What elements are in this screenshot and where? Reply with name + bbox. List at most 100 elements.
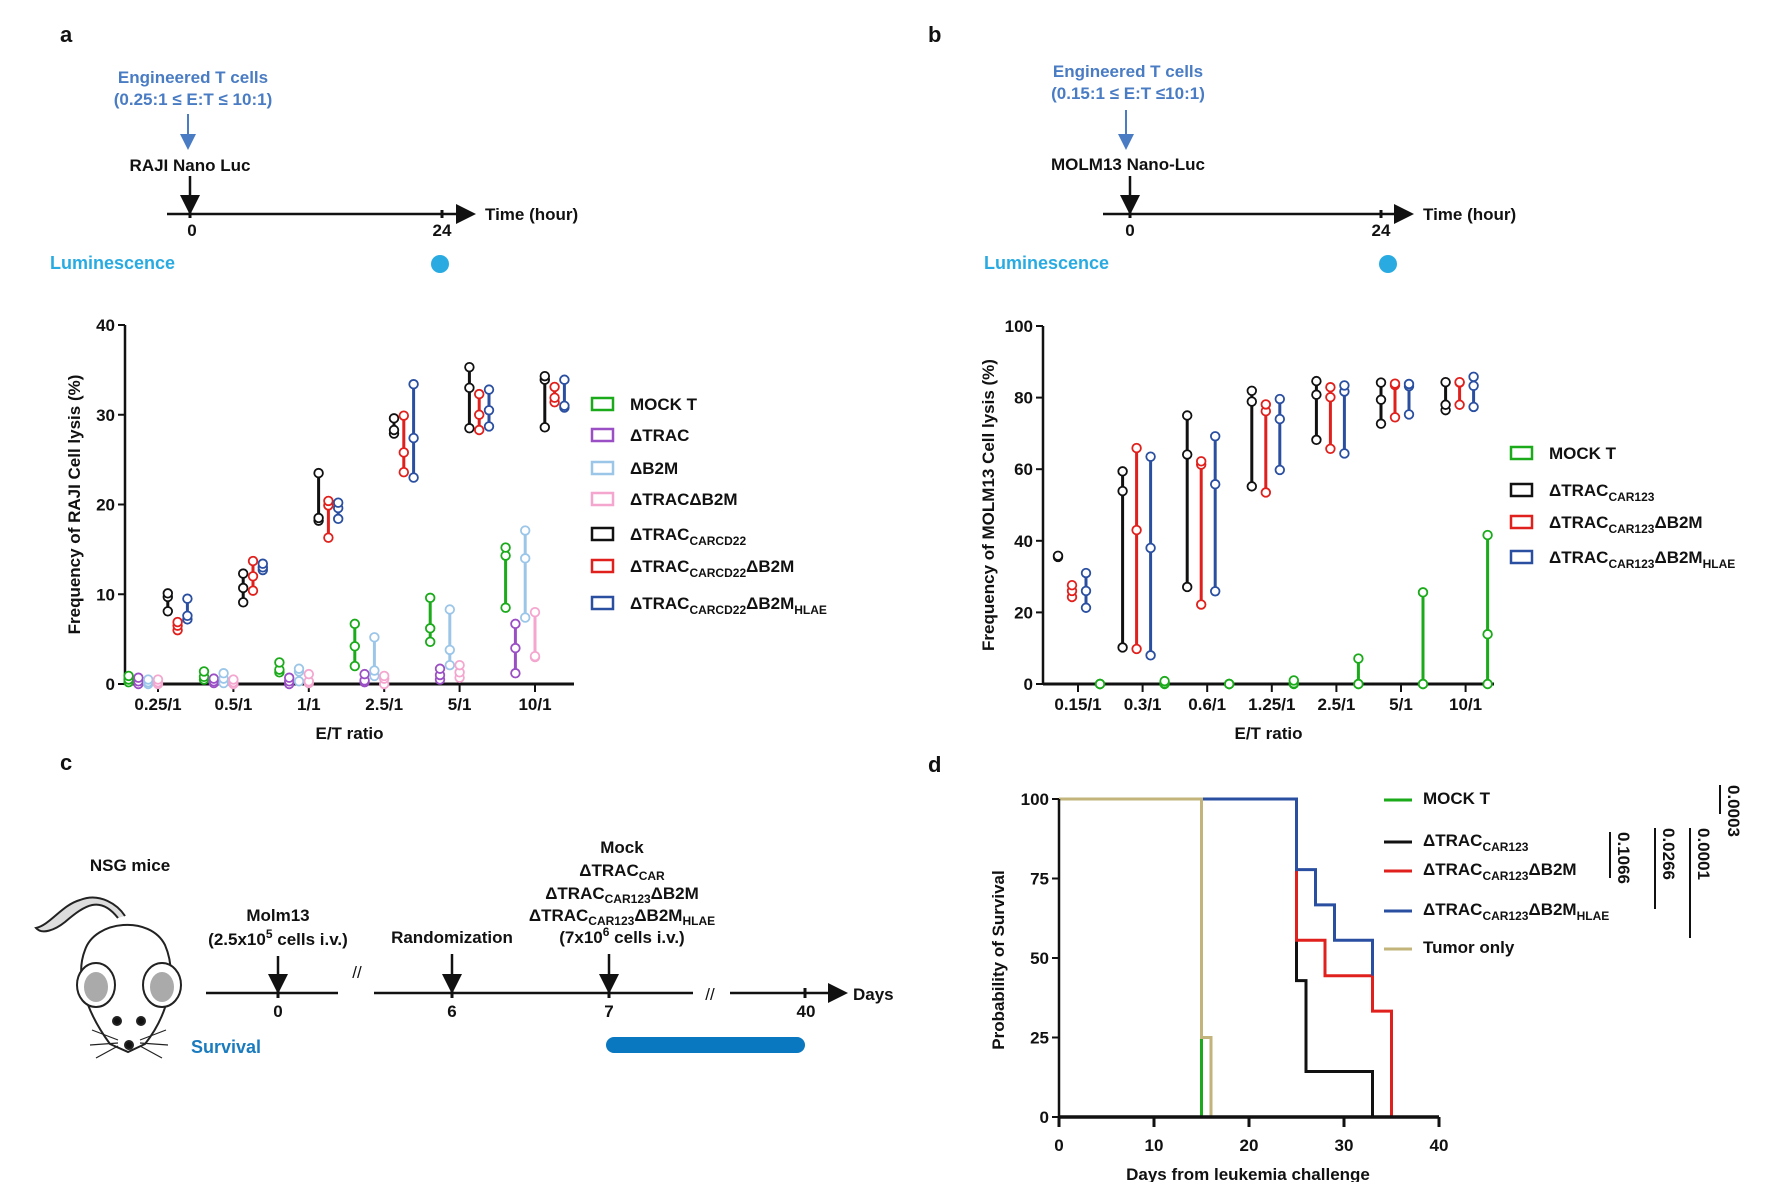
data-point: [1209, 431, 1221, 442]
data-range-5/1: [425, 592, 436, 648]
data-point: [559, 374, 570, 385]
data-range-0.15/1: [1066, 579, 1078, 603]
data-point: [1440, 399, 1451, 410]
target-cell-label: MOLM13 Nano-Luc: [1051, 155, 1205, 174]
data-range-0.5/1: [228, 674, 239, 690]
data-point: [529, 650, 541, 662]
survival-curve: [1059, 797, 1393, 1117]
data-range-2.5/1: [388, 413, 400, 439]
data-point: [483, 384, 495, 395]
data-point: [1209, 479, 1221, 490]
legend-label: MOCK T: [630, 395, 698, 414]
day-label: 0: [273, 1002, 282, 1021]
data-point: [303, 668, 315, 680]
data-range-1.25/1: [1288, 675, 1300, 690]
data-point: [1353, 678, 1364, 690]
legend-swatch: [1509, 549, 1534, 565]
chart-a-raji-lysis: 0 10 20 30 40 0.25/1 0.5/1 1/1 2.5/1 5/1 10/1 E/T r…: [65, 316, 827, 743]
data-point: [1311, 389, 1322, 400]
legend-swatch: [590, 595, 615, 611]
data-point: [1246, 396, 1258, 407]
y-tick-label: 0: [1024, 675, 1033, 694]
data-range-0.25/1: [172, 616, 183, 636]
data-range-0.15/1: [1052, 550, 1064, 563]
data-point: [369, 665, 380, 676]
p-value-label: 0.0003: [1724, 785, 1743, 837]
x-axis-title: E/T ratio: [315, 724, 383, 743]
data-point: [483, 421, 495, 432]
x-tick-label: 40: [1430, 1136, 1449, 1155]
data-point: [247, 555, 259, 567]
day-label: 7: [604, 1002, 613, 1021]
data-point: [247, 571, 259, 582]
panel-label-d: d: [928, 752, 941, 777]
data-point: [464, 361, 475, 373]
survival-curve: [1059, 797, 1213, 1117]
data-point: [1325, 382, 1336, 393]
data-range-0.5/1: [237, 568, 249, 608]
data-point: [1375, 418, 1387, 429]
data-point: [237, 597, 249, 608]
x-tick-label: 1/1: [297, 695, 321, 714]
data-point: [483, 405, 495, 416]
data-point: [323, 495, 334, 507]
axis-break: //: [705, 985, 715, 1004]
data-point: [408, 472, 419, 483]
x-tick-label: 0: [1054, 1136, 1063, 1155]
data-range-0.5/1: [247, 555, 259, 596]
data-point: [349, 618, 361, 630]
data-point: [247, 585, 259, 596]
data-point: [510, 618, 521, 630]
data-range-2.5/1: [408, 379, 419, 483]
data-range-10/1: [529, 607, 541, 663]
group-label: ΔTRACCAR123ΔB2M: [545, 884, 699, 906]
data-range-10/1: [520, 525, 531, 623]
data-range-2.5/1: [1339, 380, 1350, 459]
x-tick-label: 10/1: [518, 695, 551, 714]
data-range-2.5/1: [349, 618, 361, 672]
survival-curve: [1059, 797, 1203, 1117]
data-point: [549, 381, 560, 393]
data-point: [313, 467, 324, 479]
data-range-1/1: [274, 657, 285, 678]
data-point: [182, 610, 193, 621]
data-range-1/1: [313, 467, 324, 526]
x-tick-label: 0.5/1: [214, 695, 252, 714]
legend-label: ΔTRACΔB2M: [630, 490, 738, 509]
data-point: [1468, 401, 1479, 413]
data-point: [1353, 653, 1364, 664]
y-tick-label: 50: [1030, 949, 1049, 968]
time-axis-label: Time (hour): [485, 205, 578, 224]
data-point: [162, 588, 174, 599]
data-point: [520, 553, 531, 564]
legend-label: ΔTRACCAR123ΔB2M: [1549, 513, 1703, 536]
data-point: [474, 409, 485, 420]
data-point: [369, 632, 380, 643]
data-point: [1246, 385, 1258, 396]
data-range-2.5/1: [1325, 382, 1336, 454]
data-point: [323, 532, 334, 543]
target-cell-label: RAJI Nano Luc: [130, 156, 251, 175]
data-range-5/1: [1375, 377, 1387, 429]
chart-d-survival: 0 25 50 75 100 0 10 20 30 40 Days from leukemia ch…: [989, 785, 1743, 1182]
schematic-c: NSG mice Molm13 (2.5x105 cells i.v.) Ran…: [34, 838, 894, 1059]
data-point: [284, 672, 295, 683]
time-24: 24: [1372, 221, 1391, 240]
data-range-0.25/1: [162, 588, 174, 617]
x-tick-label: 5/1: [1389, 695, 1413, 714]
data-point: [162, 606, 174, 617]
y-axis-title: Frequency of RAJI Cell lysis (%): [65, 375, 84, 635]
x-tick-label: 0.25/1: [134, 695, 181, 714]
data-point: [274, 657, 285, 668]
data-range-0.3/1: [1131, 442, 1142, 655]
legend-label: ΔTRACCAR123: [1549, 481, 1655, 504]
legend-swatch: [1509, 445, 1534, 461]
data-point: [500, 542, 511, 553]
data-point: [1274, 413, 1286, 425]
treatment-label: Engineered T cells: [118, 68, 268, 87]
data-point: [388, 413, 400, 424]
x-axis-title: Days from leukemia challenge: [1126, 1165, 1370, 1182]
data-point: [1246, 481, 1258, 492]
data-point: [539, 370, 551, 382]
